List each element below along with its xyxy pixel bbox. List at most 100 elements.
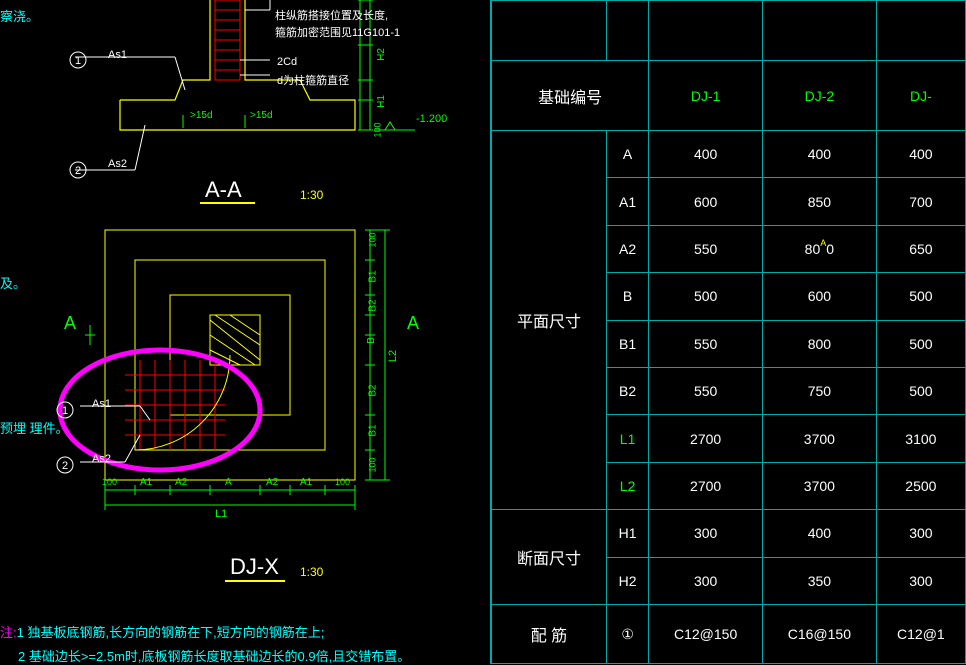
- as2-label-plan: As2: [92, 453, 111, 465]
- dim-d-note: d为柱箍筋直径: [277, 72, 349, 88]
- r1-v3: 700: [876, 178, 965, 225]
- r3-v1: 500: [649, 273, 763, 320]
- svg-text:1: 1: [75, 55, 81, 67]
- r9-p: H2: [606, 557, 648, 604]
- r7-v3: 2500: [876, 462, 965, 509]
- r8-v2: 400: [763, 510, 877, 557]
- r6-v2: 3700: [763, 415, 877, 462]
- dim-100-l: 100: [102, 477, 117, 487]
- dim-a-b: A: [225, 477, 232, 488]
- r5-v3: 500: [876, 368, 965, 415]
- dim-2cd: 2Cd: [277, 56, 297, 68]
- r8-v1: 300: [649, 510, 763, 557]
- hdr-col1: 基础编号: [492, 61, 649, 131]
- title-aa: A-A: [205, 177, 242, 203]
- r8-v3: 300: [876, 510, 965, 557]
- dim-b1-t: B1: [368, 270, 379, 282]
- r4-v1: 550: [649, 320, 763, 367]
- r2-v3: 650: [876, 225, 965, 272]
- as1-label-plan: As1: [92, 398, 111, 410]
- title-djx: DJ-X: [230, 554, 279, 580]
- A-left: A: [64, 313, 76, 334]
- dim-b2-b: B2: [368, 384, 379, 396]
- as2-label-aa: As2: [108, 158, 127, 170]
- right-table-panel: 基础编号 DJ-1 DJ-2 DJ- 平面尺寸 A 400 400 400 A1…: [490, 0, 966, 664]
- dim-a1-b: A1: [140, 477, 152, 488]
- dim-100-t: 100: [368, 232, 378, 247]
- r1-p: A1: [606, 178, 648, 225]
- bubble-1-aa: 1: [68, 50, 88, 70]
- r5-v2: 750: [763, 368, 877, 415]
- dim-b2-t: B2: [368, 299, 379, 311]
- dim-100-r: 100: [335, 477, 350, 487]
- r1-v1: 600: [649, 178, 763, 225]
- dim-h2: H2: [376, 48, 387, 61]
- as1-label-aa: As1: [108, 49, 127, 61]
- foundation-table: 基础编号 DJ-1 DJ-2 DJ- 平面尺寸 A 400 400 400 A1…: [491, 0, 966, 664]
- r0-v2: 400: [763, 131, 877, 178]
- scale-aa: 1:30: [300, 188, 323, 202]
- r4-v3: 500: [876, 320, 965, 367]
- r4-p: B1: [606, 320, 648, 367]
- group-section: 断面尺寸: [492, 510, 607, 605]
- hdr-dj1: DJ-1: [649, 61, 763, 131]
- r2-p: A2: [606, 225, 648, 272]
- dim-b-c: B: [366, 337, 377, 344]
- dim-b1-b: B1: [368, 424, 379, 436]
- r7-v2: 3700: [763, 462, 877, 509]
- bubble-1-plan: 1: [55, 400, 75, 420]
- r9-v1: 300: [649, 557, 763, 604]
- hdr-dj2: DJ-2: [763, 61, 877, 131]
- note-2: 2 基础边长>=2.5m时,底板钢筋长度取基础边长的0.9倍,且交错布置。: [18, 646, 410, 665]
- bubble-2-plan: 2: [55, 455, 75, 475]
- r7-v1: 2700: [649, 462, 763, 509]
- dim-h1: H1: [376, 95, 387, 108]
- left-drawing-panel: 察浇。 及。 预埋 理件。: [0, 0, 490, 664]
- r3-v3: 500: [876, 273, 965, 320]
- svg-text:1: 1: [62, 405, 68, 417]
- scale-djx: 1:30: [300, 565, 323, 579]
- r5-v1: 550: [649, 368, 763, 415]
- r6-v1: 2700: [649, 415, 763, 462]
- dim-15d-2: >15d: [250, 110, 273, 121]
- r0-v1: 400: [649, 131, 763, 178]
- edge-text-3: 预埋 理件。: [0, 418, 69, 437]
- r9-v3: 300: [876, 557, 965, 604]
- dim-a2-b: A2: [175, 477, 187, 488]
- r0-v3: 400: [876, 131, 965, 178]
- title-underline-aa: [200, 202, 255, 205]
- dim-a2-b2: A2: [266, 477, 278, 488]
- hdr-dj3: DJ-: [876, 61, 965, 131]
- dim-a1-b2: A1: [300, 477, 312, 488]
- notes-heading: 注:1 独基板底钢筋,长方向的钢筋在下,短方向的钢筋在上;: [0, 622, 324, 641]
- edge-text-2: 及。: [0, 273, 26, 292]
- note-line1: 柱纵筋搭接位置及长度,: [275, 7, 388, 23]
- svg-text:2: 2: [62, 460, 68, 472]
- edge-text-1: 察浇。: [0, 6, 39, 25]
- r1-v2: 850: [763, 178, 877, 225]
- title-underline-djx: [225, 580, 285, 583]
- dim-l1: L1: [215, 508, 227, 520]
- r8-p: H1: [606, 510, 648, 557]
- group-plan: 平面尺寸: [492, 131, 607, 510]
- A-right: A: [407, 313, 419, 334]
- r6-v3: 3100: [876, 415, 965, 462]
- r5-p: B2: [606, 368, 648, 415]
- dim-100-bt: 100: [368, 457, 378, 472]
- elev-text: -1.200: [416, 113, 447, 125]
- r3-p: B: [606, 273, 648, 320]
- plan-djx-svg: [95, 220, 415, 520]
- group-rebar: 配 筋: [492, 605, 607, 664]
- bubble-2-aa: 2: [68, 160, 88, 180]
- dim-l2: L2: [387, 350, 399, 362]
- svg-text:2: 2: [75, 165, 81, 177]
- r10-v3: C12@1: [876, 605, 965, 664]
- r2-v1: 550: [649, 225, 763, 272]
- r6-p: L1: [606, 415, 648, 462]
- r9-v2: 350: [763, 557, 877, 604]
- r10-v2: C16@150: [763, 605, 877, 664]
- r10-v1: C12@150: [649, 605, 763, 664]
- r10-p: ①: [606, 605, 648, 664]
- note-line2: 箍筋加密范围见11G101-1: [275, 24, 400, 40]
- r0-p: A: [606, 131, 648, 178]
